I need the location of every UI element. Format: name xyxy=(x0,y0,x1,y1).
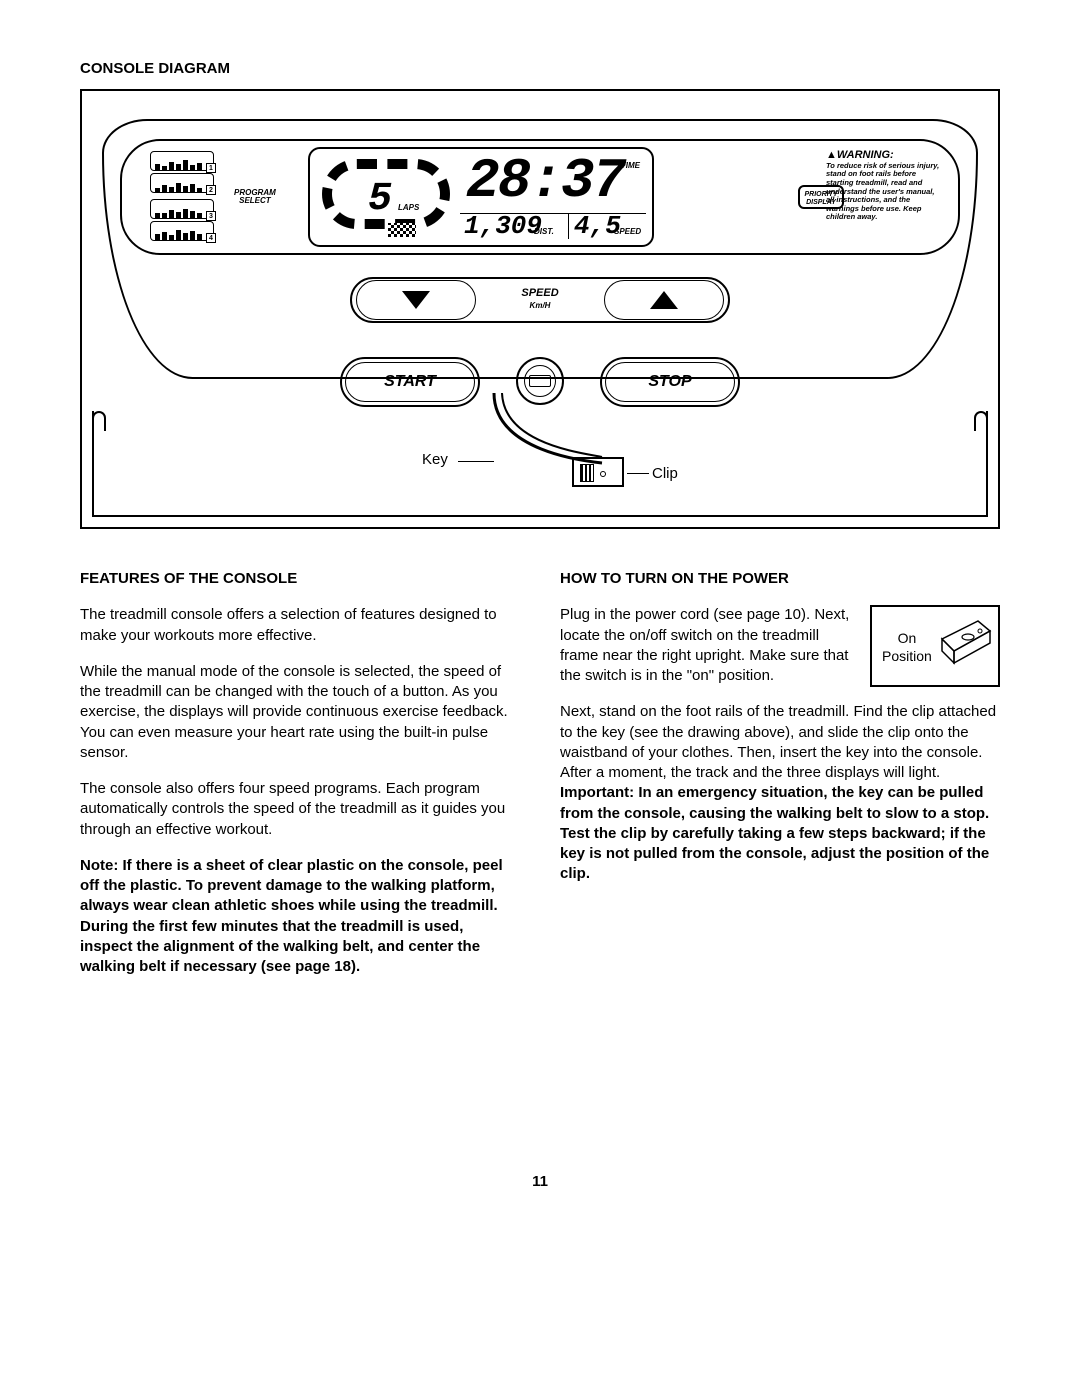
program-select-label: PROGRAMSELECT xyxy=(234,189,276,205)
switch-icon xyxy=(938,617,994,677)
console-diagram: 1 2 3 4 PROGRAMSELECT 5 LAPS 28:37 TIME 1,3… xyxy=(80,89,1000,529)
program-button-1[interactable]: 1 xyxy=(150,151,214,171)
flag-icon xyxy=(388,223,416,237)
program-button-4[interactable]: 4 xyxy=(150,221,214,241)
time-value: 28:37 xyxy=(466,149,624,213)
power-title: HOW TO TURN ON THE POWER xyxy=(560,569,1000,589)
key-callout-label: Key xyxy=(422,451,448,468)
program-number: 2 xyxy=(206,185,216,195)
dist-value: 1,309 xyxy=(464,211,542,241)
right-column: HOW TO TURN ON THE POWER OnPosition Plug… xyxy=(560,569,1000,993)
program-button-3[interactable]: 3 xyxy=(150,199,214,219)
time-label: TIME xyxy=(621,161,640,170)
features-p2: While the manual mode of the console is … xyxy=(80,662,520,763)
speed-up-icon[interactable] xyxy=(650,291,678,309)
features-note: Note: If there is a sheet of clear plast… xyxy=(80,856,520,978)
speed-button-sub: Km/H xyxy=(530,301,551,310)
program-number: 3 xyxy=(206,211,216,221)
program-number: 4 xyxy=(206,233,216,243)
left-column: FEATURES OF THE CONSOLE The treadmill co… xyxy=(80,569,520,993)
program-number: 1 xyxy=(206,163,216,173)
features-title: FEATURES OF THE CONSOLE xyxy=(80,569,520,589)
page-number: 11 xyxy=(80,1173,1000,1190)
speed-button[interactable]: SPEED Km/H xyxy=(350,277,730,323)
dist-label: DIST. xyxy=(534,227,554,236)
key-slot-icon xyxy=(529,375,551,387)
speed-value: 4,5 xyxy=(574,211,621,241)
section-title: CONSOLE DIAGRAM xyxy=(80,60,1000,77)
features-p3: The console also offers four speed progr… xyxy=(80,779,520,840)
lcd-display: 5 LAPS 28:37 TIME 1,309 DIST. 4,5 SPEED xyxy=(308,147,654,247)
warning-text: ▲WARNING: To reduce risk of serious inju… xyxy=(826,149,942,222)
speed-down-icon[interactable] xyxy=(402,291,430,309)
notch-right xyxy=(974,411,988,431)
notch-left xyxy=(92,411,106,431)
laps-value: 5 xyxy=(368,177,392,222)
clip-icon xyxy=(572,457,624,487)
text-columns: FEATURES OF THE CONSOLE The treadmill co… xyxy=(80,569,1000,993)
speed-label: SPEED xyxy=(614,227,641,236)
power-p2: Next, stand on the foot rails of the tre… xyxy=(560,702,1000,884)
features-p1: The treadmill console offers a selection… xyxy=(80,605,520,646)
warning-icon: ▲ xyxy=(826,149,837,161)
speed-button-label: SPEED xyxy=(521,287,558,299)
switch-label: OnPosition xyxy=(882,629,932,665)
clip-leader-line xyxy=(627,473,649,474)
program-button-2[interactable]: 2 xyxy=(150,173,214,193)
laps-label: LAPS xyxy=(398,203,419,212)
switch-illustration: OnPosition xyxy=(870,605,1000,687)
start-button[interactable]: START xyxy=(340,357,480,407)
clip-callout-label: Clip xyxy=(652,465,678,482)
